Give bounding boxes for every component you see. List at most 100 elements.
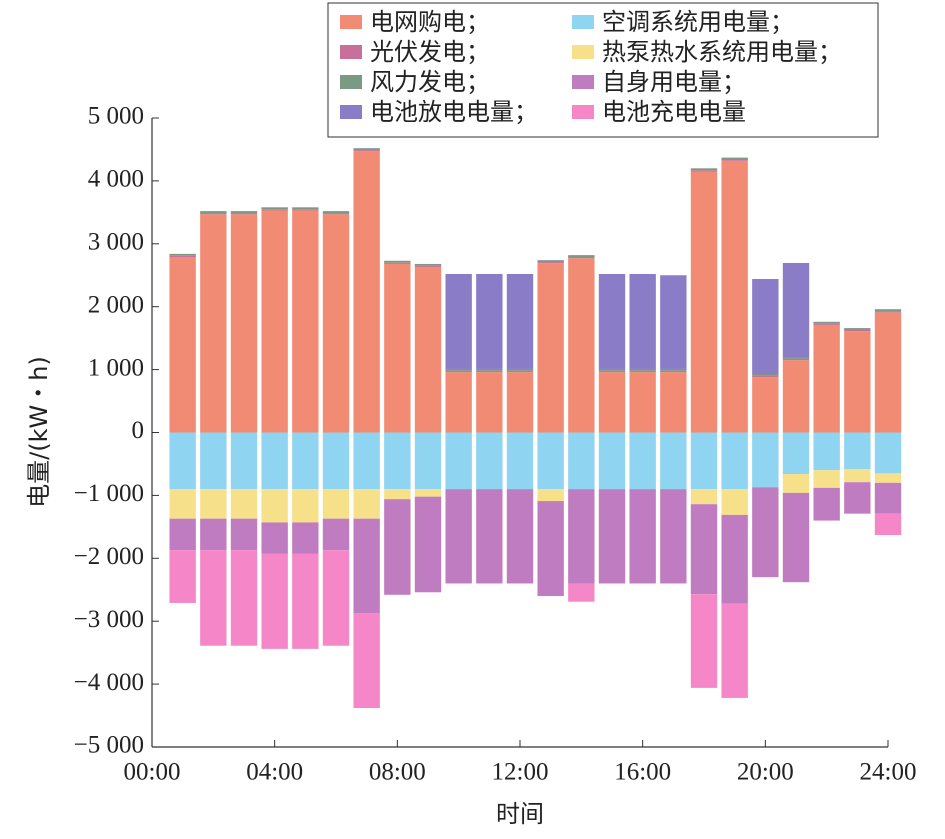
legend-swatch — [572, 105, 594, 119]
bar-segment — [660, 432, 687, 490]
bar-segment — [844, 328, 871, 330]
bar-segment — [537, 432, 564, 490]
bar-segment — [782, 432, 810, 475]
bar-segment — [414, 432, 442, 490]
bar-segment — [169, 550, 196, 603]
bar-segment — [568, 432, 595, 490]
bar-segment — [230, 550, 258, 646]
bar-segment — [874, 311, 902, 313]
bar-segment — [660, 370, 687, 373]
bar-segment — [445, 273, 472, 369]
bar-segment — [506, 432, 534, 490]
bar-segment — [629, 372, 656, 433]
bar-segment — [261, 210, 288, 433]
bar-segment — [721, 432, 748, 490]
bar-segment — [598, 370, 626, 373]
bar-segment — [660, 368, 687, 371]
legend-label: 风力发电； — [370, 68, 490, 96]
bar-segment — [384, 263, 411, 433]
bar-segment — [322, 212, 350, 215]
bar-segment — [200, 432, 227, 490]
bar-segment — [782, 474, 810, 493]
bar-segment — [261, 432, 288, 490]
bar-segment — [384, 260, 411, 263]
x-tick-label: 16:00 — [614, 759, 671, 786]
bar-segment — [476, 432, 503, 490]
bar-segment — [690, 170, 718, 172]
bar-segment — [353, 151, 380, 433]
bar-segment — [598, 368, 626, 371]
legend-label: 电网购电； — [370, 8, 490, 36]
legend-label: 光伏发电； — [370, 38, 490, 66]
bar-segment — [292, 432, 319, 490]
bar-segment — [414, 265, 442, 268]
bar-segment — [752, 374, 779, 376]
bar-segment — [874, 309, 902, 312]
bar-segment — [874, 312, 902, 433]
bar-segment — [230, 489, 258, 519]
y-axis-label: 电量/(kW・h) — [25, 356, 53, 508]
bar-segment — [690, 168, 718, 171]
y-tick-label: 0 — [132, 417, 145, 444]
x-tick-label: 04:00 — [246, 759, 303, 786]
bar-segment — [322, 432, 350, 490]
bar-segment — [874, 513, 902, 536]
legend-label: 热泵热水系统用电量； — [602, 38, 842, 66]
y-tick-label: −4 000 — [74, 669, 144, 696]
bar-segment — [660, 489, 687, 584]
x-tick-label: 08:00 — [369, 759, 426, 786]
y-tick-label: 1 000 — [88, 354, 144, 381]
bar-segment — [445, 368, 472, 371]
bar-segment — [506, 370, 534, 373]
bar-segment — [506, 273, 534, 369]
bar-segment — [844, 468, 871, 483]
bar-segment — [598, 432, 626, 490]
bar-segment — [690, 432, 718, 490]
bar-segment — [200, 211, 227, 213]
y-tick-label: −2 000 — [74, 543, 144, 570]
bar-segment — [200, 489, 227, 519]
legend-swatch — [572, 75, 594, 89]
bar-segment — [690, 504, 718, 595]
bar-segment — [230, 214, 258, 433]
bar-segment — [414, 496, 442, 593]
bar-segment — [445, 372, 472, 433]
bar-segment — [874, 432, 902, 474]
bar-segment — [752, 487, 779, 578]
bar-segment — [537, 489, 564, 502]
bar-segment — [384, 432, 411, 490]
bar-segment — [568, 255, 595, 258]
bar-segment — [844, 482, 871, 514]
bar-segment — [813, 470, 840, 488]
bar-segment — [169, 518, 196, 551]
bar-segment — [598, 489, 626, 584]
bar-segment — [568, 257, 595, 259]
bar-segment — [660, 275, 687, 369]
bar-segment — [200, 550, 227, 646]
bar-segment — [200, 518, 227, 551]
y-tick-label: 3 000 — [88, 229, 144, 256]
legend-swatch — [340, 15, 362, 29]
bar-segment — [476, 370, 503, 373]
bar-segment — [752, 377, 779, 433]
bar-segment — [353, 150, 380, 152]
bar-segment — [506, 368, 534, 371]
bar-segment — [322, 489, 350, 519]
bar-segment — [476, 489, 503, 584]
bar-segment — [537, 501, 564, 597]
bar-segment — [261, 553, 288, 649]
bar-segment — [169, 432, 196, 490]
bar-segment — [568, 258, 595, 433]
y-tick-label: 2 000 — [88, 291, 144, 318]
bar-segment — [721, 489, 748, 515]
y-tick-label: −1 000 — [74, 480, 144, 507]
bar-segment — [292, 209, 319, 211]
bar-segment — [813, 487, 840, 521]
bar-segment — [353, 489, 380, 519]
bar-segment — [292, 489, 319, 523]
bar-segment — [537, 263, 564, 433]
bar-segment — [230, 211, 258, 213]
bar-segment — [292, 522, 319, 554]
bar-segment — [169, 489, 196, 519]
